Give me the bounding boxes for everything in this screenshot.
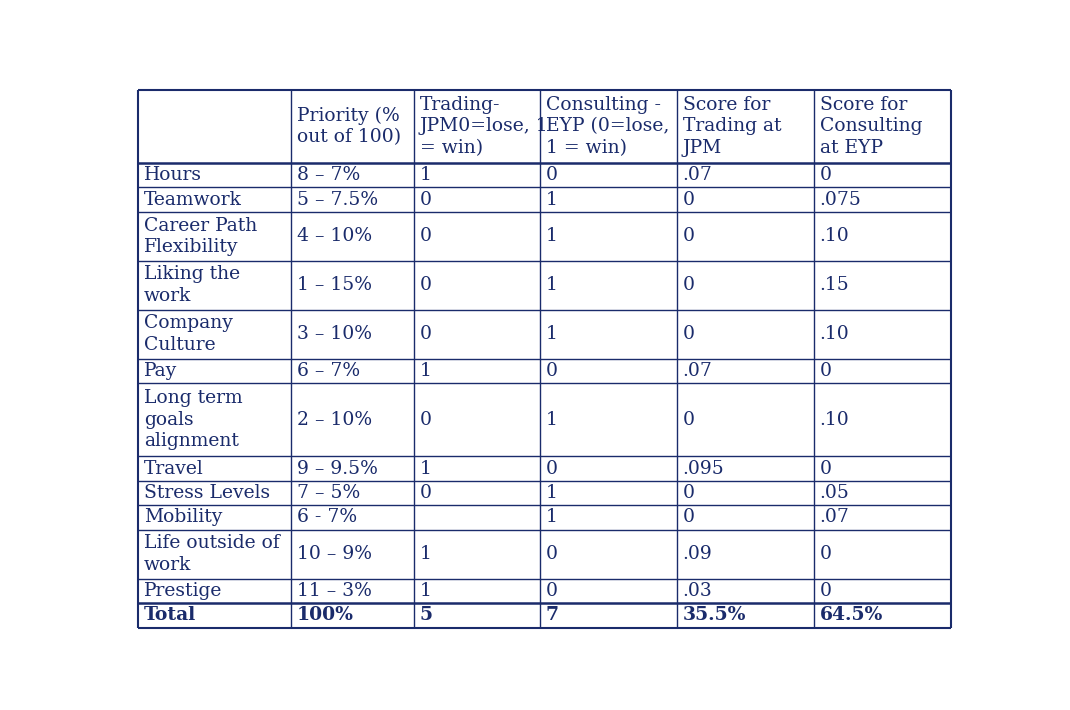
Text: 1: 1 xyxy=(546,484,557,502)
Text: 1: 1 xyxy=(419,166,431,184)
Text: 0: 0 xyxy=(820,545,831,563)
Text: 0: 0 xyxy=(683,325,694,343)
Text: 0: 0 xyxy=(546,582,557,600)
Text: Pay: Pay xyxy=(143,362,177,380)
Text: Long term
goals
alignment: Long term goals alignment xyxy=(143,389,242,450)
Text: 10 – 9%: 10 – 9% xyxy=(297,545,372,563)
Text: 64.5%: 64.5% xyxy=(820,606,883,624)
Text: .05: .05 xyxy=(820,484,850,502)
Text: Travel: Travel xyxy=(143,459,203,478)
Text: Prestige: Prestige xyxy=(143,582,223,600)
Text: Hours: Hours xyxy=(143,166,202,184)
Text: .10: .10 xyxy=(820,410,850,429)
Text: 1: 1 xyxy=(546,508,557,527)
Text: 2 – 10%: 2 – 10% xyxy=(297,410,372,429)
Text: 0: 0 xyxy=(419,325,432,343)
Text: 0: 0 xyxy=(820,362,831,380)
Text: Score for
Trading at
JPM: Score for Trading at JPM xyxy=(683,96,781,157)
Text: 1 – 15%: 1 – 15% xyxy=(297,276,372,294)
Text: 5: 5 xyxy=(419,606,433,624)
Text: 11 – 3%: 11 – 3% xyxy=(297,582,372,600)
Text: 0: 0 xyxy=(820,459,831,478)
Text: 0: 0 xyxy=(419,227,432,245)
Text: Life outside of
work: Life outside of work xyxy=(143,535,279,574)
Text: Mobility: Mobility xyxy=(143,508,223,527)
Text: 0: 0 xyxy=(683,508,694,527)
Text: 7: 7 xyxy=(546,606,559,624)
Text: 0: 0 xyxy=(419,410,432,429)
Text: 1: 1 xyxy=(546,276,557,294)
Text: 5 – 7.5%: 5 – 7.5% xyxy=(297,190,378,209)
Text: 0: 0 xyxy=(419,276,432,294)
Text: Teamwork: Teamwork xyxy=(143,190,242,209)
Text: Score for
Consulting
at EYP: Score for Consulting at EYP xyxy=(820,96,922,157)
Text: 1: 1 xyxy=(546,410,557,429)
Text: Consulting -
EYP (0=lose,
1 = win): Consulting - EYP (0=lose, 1 = win) xyxy=(546,96,669,157)
Text: 0: 0 xyxy=(546,362,557,380)
Text: .10: .10 xyxy=(820,227,850,245)
Text: 7 – 5%: 7 – 5% xyxy=(297,484,361,502)
Text: Priority (%
out of 100): Priority (% out of 100) xyxy=(297,106,401,146)
Text: 1: 1 xyxy=(546,325,557,343)
Text: 3 – 10%: 3 – 10% xyxy=(297,325,372,343)
Text: .075: .075 xyxy=(820,190,861,209)
Text: 0: 0 xyxy=(419,190,432,209)
Text: 0: 0 xyxy=(820,166,831,184)
Text: .07: .07 xyxy=(683,166,713,184)
Text: 0: 0 xyxy=(683,410,694,429)
Text: 35.5%: 35.5% xyxy=(683,606,746,624)
Text: Total: Total xyxy=(143,606,196,624)
Text: 1: 1 xyxy=(419,362,431,380)
Text: Liking the
work: Liking the work xyxy=(143,266,240,305)
Text: 1: 1 xyxy=(546,227,557,245)
Text: 0: 0 xyxy=(683,484,694,502)
Text: .10: .10 xyxy=(820,325,850,343)
Text: 0: 0 xyxy=(419,484,432,502)
Text: 1: 1 xyxy=(419,459,431,478)
Text: 1: 1 xyxy=(419,582,431,600)
Text: .095: .095 xyxy=(683,459,724,478)
Text: 6 - 7%: 6 - 7% xyxy=(297,508,357,527)
Text: 0: 0 xyxy=(683,276,694,294)
Text: 4 – 10%: 4 – 10% xyxy=(297,227,372,245)
Text: Company
Culture: Company Culture xyxy=(143,315,232,354)
Text: 0: 0 xyxy=(546,545,557,563)
Text: 0: 0 xyxy=(683,227,694,245)
Text: .03: .03 xyxy=(683,582,713,600)
Text: 1: 1 xyxy=(419,545,431,563)
Text: 1: 1 xyxy=(546,190,557,209)
Text: Trading-
JPM0=lose, 1
= win): Trading- JPM0=lose, 1 = win) xyxy=(419,96,549,157)
Text: 9 – 9.5%: 9 – 9.5% xyxy=(297,459,378,478)
Text: .07: .07 xyxy=(683,362,713,380)
Text: 100%: 100% xyxy=(297,606,354,624)
Text: 0: 0 xyxy=(683,190,694,209)
Text: 0: 0 xyxy=(820,582,831,600)
Text: Stress Levels: Stress Levels xyxy=(143,484,270,502)
Text: .07: .07 xyxy=(820,508,850,527)
Text: 6 – 7%: 6 – 7% xyxy=(297,362,361,380)
Text: 8 – 7%: 8 – 7% xyxy=(297,166,361,184)
Text: .09: .09 xyxy=(683,545,713,563)
Text: Career Path
Flexibility: Career Path Flexibility xyxy=(143,217,257,256)
Text: .15: .15 xyxy=(820,276,850,294)
Text: 0: 0 xyxy=(546,459,557,478)
Text: 0: 0 xyxy=(546,166,557,184)
